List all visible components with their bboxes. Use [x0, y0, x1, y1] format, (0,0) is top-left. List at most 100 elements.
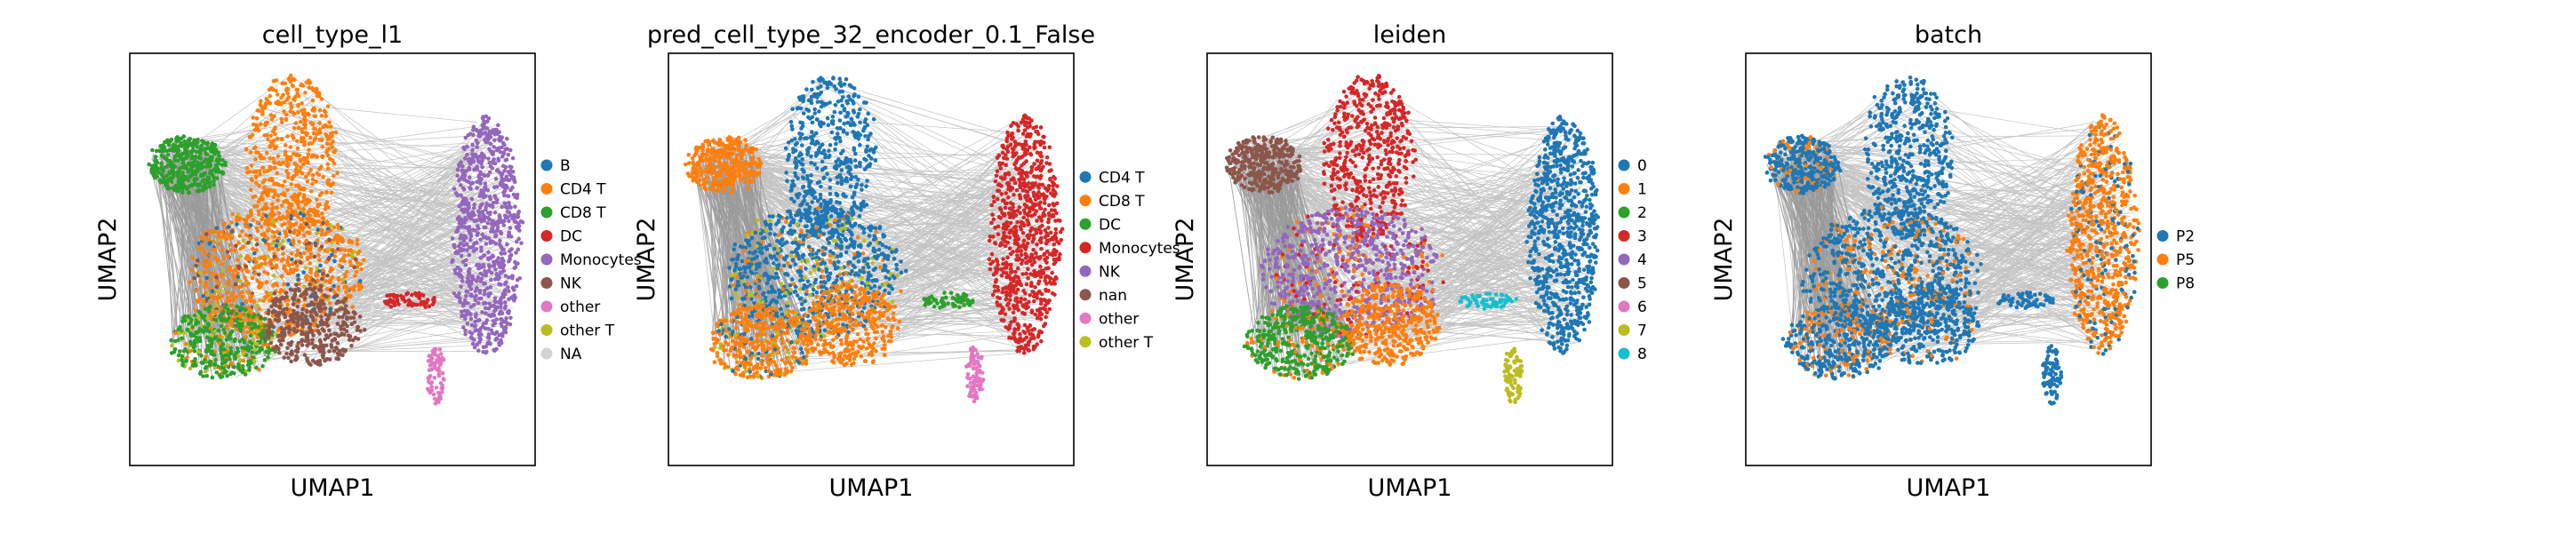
- cell-point: [192, 359, 196, 363]
- cell-point: [819, 104, 824, 109]
- cell-point: [800, 202, 804, 207]
- cell-point: [295, 349, 300, 354]
- cell-point: [493, 177, 499, 181]
- cell-point: [210, 172, 214, 178]
- cell-point: [494, 259, 500, 264]
- cell-point: [250, 275, 255, 281]
- cell-point: [460, 274, 464, 280]
- cell-point: [468, 237, 473, 243]
- cell-point: [234, 311, 239, 316]
- cell-point: [226, 254, 231, 259]
- legend-item: other T: [540, 322, 615, 340]
- cell-point: [805, 152, 810, 157]
- cell-point: [327, 313, 332, 317]
- cell-point: [226, 290, 230, 295]
- cell-point: [288, 145, 293, 149]
- cell-point: [187, 162, 191, 167]
- cell-point: [205, 237, 211, 243]
- cell-point: [310, 338, 315, 343]
- cell-point: [431, 392, 436, 397]
- cell-point: [340, 239, 345, 244]
- cell-point: [395, 293, 400, 298]
- cell-point: [865, 179, 869, 183]
- cell-point: [291, 84, 296, 89]
- cell-point: [243, 335, 248, 339]
- cell-point: [497, 340, 501, 346]
- cell-point: [236, 366, 241, 370]
- cell-point: [324, 312, 328, 317]
- cell-point: [303, 289, 308, 293]
- cell-point: [304, 221, 308, 227]
- cell-point: [323, 293, 327, 298]
- cell-point: [828, 143, 833, 147]
- cell-point: [257, 169, 262, 173]
- cell-point: [187, 280, 192, 284]
- cell-point: [519, 241, 524, 246]
- cell-point: [313, 241, 318, 246]
- cell-point: [719, 170, 724, 175]
- legend-label: B: [560, 157, 571, 175]
- cell-point: [471, 132, 476, 138]
- cell-point: [201, 294, 206, 298]
- cell-point: [269, 264, 275, 268]
- cell-point: [301, 251, 307, 256]
- cell-point: [265, 342, 269, 347]
- cell-point: [213, 357, 218, 362]
- cell-point: [863, 133, 868, 139]
- cell-point: [780, 237, 785, 242]
- cell-point: [481, 253, 486, 259]
- legend-item: B: [540, 157, 571, 175]
- cell-point: [180, 187, 185, 191]
- cell-point: [259, 155, 264, 161]
- cell-point: [298, 211, 303, 216]
- cell-point: [246, 359, 251, 364]
- cell-point: [748, 291, 754, 296]
- cell-point: [712, 158, 717, 163]
- cell-point: [176, 147, 181, 153]
- cell-point: [355, 260, 360, 265]
- cell-point: [471, 205, 476, 211]
- cell-point: [327, 300, 332, 306]
- cell-point: [820, 269, 825, 274]
- cell-point: [470, 155, 476, 160]
- cell-point: [180, 171, 185, 175]
- cell-point: [286, 255, 292, 260]
- cell-point: [846, 111, 851, 115]
- cell-point: [293, 169, 298, 173]
- cell-point: [280, 239, 285, 243]
- cell-point: [252, 145, 258, 149]
- cell-point: [778, 214, 783, 219]
- cell-point: [778, 254, 782, 259]
- cell-point: [221, 366, 226, 370]
- cell-point: [852, 203, 857, 207]
- cell-point: [452, 245, 457, 250]
- cell-point: [263, 261, 268, 266]
- cell-point: [320, 232, 324, 237]
- cell-point: [201, 249, 206, 253]
- cell-point: [259, 314, 263, 320]
- cell-point: [342, 248, 348, 252]
- cell-point: [184, 341, 188, 346]
- cell-point: [810, 115, 815, 120]
- cell-point: [228, 346, 234, 351]
- cell-point: [204, 373, 210, 378]
- cell-point: [716, 141, 720, 146]
- cell-point: [260, 179, 266, 185]
- cell-point: [470, 341, 476, 346]
- cell-point: [275, 136, 280, 141]
- cell-point: [450, 259, 454, 265]
- cell-point: [212, 179, 216, 183]
- cell-point: [463, 263, 468, 267]
- cell-point: [779, 295, 784, 299]
- cell-point: [852, 190, 857, 195]
- cell-point: [855, 205, 860, 211]
- cell-point: [796, 154, 802, 158]
- cell-point: [506, 152, 511, 157]
- cell-point: [484, 135, 490, 139]
- cell-point: [268, 260, 272, 265]
- cell-point: [267, 325, 272, 330]
- cell-point: [248, 236, 253, 241]
- cell-point: [189, 268, 194, 273]
- cell-point: [325, 229, 331, 235]
- cell-point: [482, 301, 486, 306]
